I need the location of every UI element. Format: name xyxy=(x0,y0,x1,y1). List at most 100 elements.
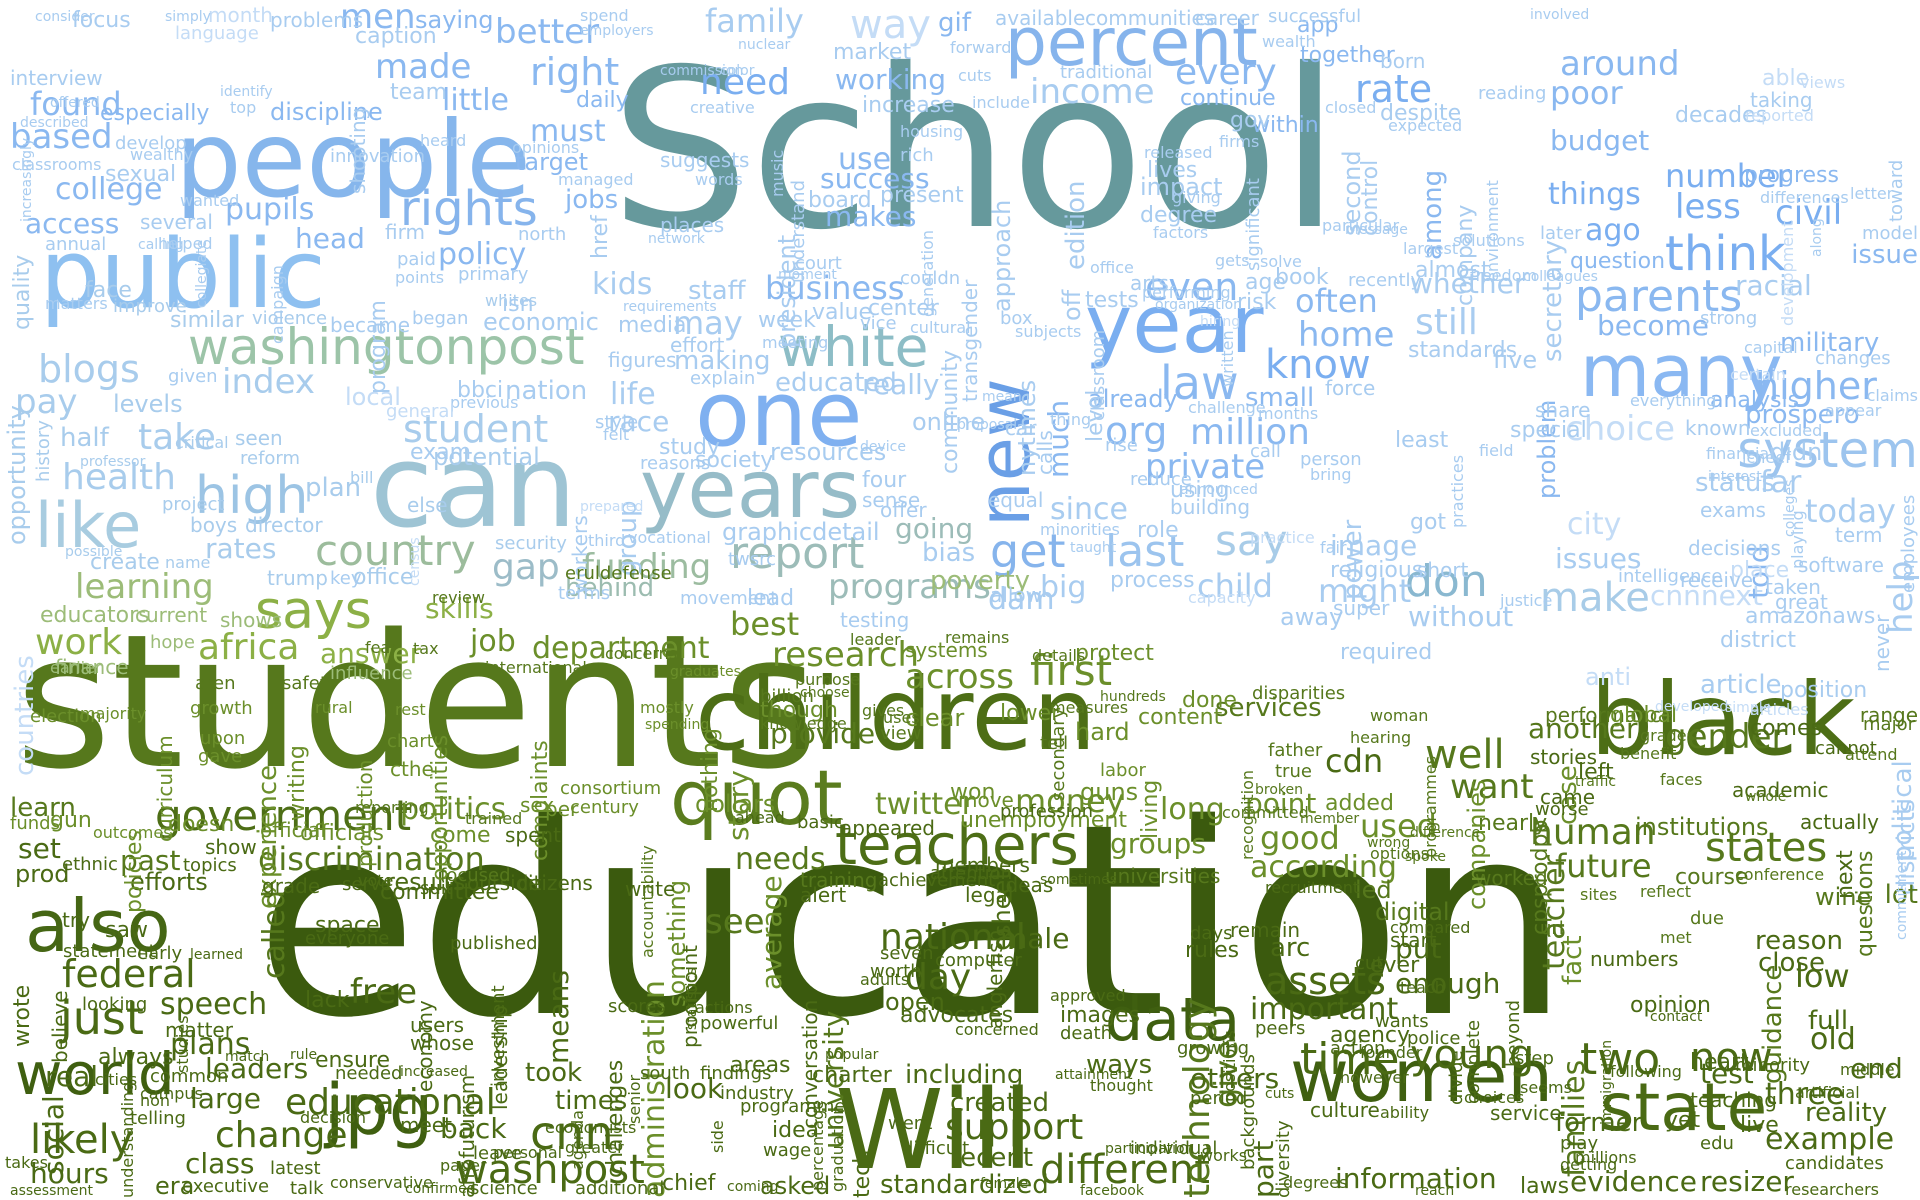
word-gap: gap xyxy=(492,547,560,588)
word-actually: actually xyxy=(1800,810,1879,834)
word-way: way xyxy=(850,2,931,48)
word-reported: reported xyxy=(1745,106,1814,125)
word-offered: offered xyxy=(50,95,100,111)
word-washingtonpost: washingtonpost xyxy=(188,318,585,376)
word-law: law xyxy=(1160,356,1239,410)
word-went: went xyxy=(888,1113,933,1134)
word-organization: organization xyxy=(1155,297,1243,313)
word-religious: religious xyxy=(1330,558,1424,583)
word-common: common xyxy=(150,1066,229,1087)
word-member: member xyxy=(1300,811,1360,827)
word-largest: largest xyxy=(1403,239,1459,258)
word-range: range xyxy=(1859,703,1918,727)
word-else: else xyxy=(407,493,448,517)
word-even: even xyxy=(1145,265,1239,309)
word-basic: basic xyxy=(797,812,844,833)
word-felt: felt xyxy=(603,425,630,444)
word-charter: charter xyxy=(812,1063,892,1088)
word-force: force xyxy=(1325,376,1376,400)
word-book: book xyxy=(1275,265,1329,290)
word-laws: laws xyxy=(1520,1174,1570,1199)
word-learned: learned xyxy=(190,947,243,963)
word-know: know xyxy=(1265,342,1371,388)
word-paid: paid xyxy=(397,249,436,270)
word-student: student xyxy=(403,407,549,451)
word-increasingly: increasingly xyxy=(19,138,35,223)
word-concerned: concerned xyxy=(955,1020,1039,1039)
word-choose: choose xyxy=(800,685,850,701)
word-changes: changes xyxy=(1815,348,1891,369)
word-last: last xyxy=(1105,526,1185,577)
word-past: past xyxy=(120,844,181,877)
word-must: must xyxy=(530,114,606,149)
word-message: message xyxy=(1345,222,1408,238)
word-economic: economic xyxy=(483,308,599,336)
word-saying: saying xyxy=(415,6,494,34)
word-numbers: numbers xyxy=(1590,947,1679,971)
word-positions: positions xyxy=(1220,1030,1239,1102)
word-teaching: teaching xyxy=(1690,1088,1778,1112)
word-short: short xyxy=(1417,558,1469,582)
word-increase: increase xyxy=(862,93,955,118)
word-trained: trained xyxy=(465,809,523,828)
word-profession: profession xyxy=(1000,801,1094,822)
word-conference: conference xyxy=(1735,865,1825,884)
word-state: state xyxy=(1600,1069,1768,1146)
word-security: security xyxy=(495,533,567,554)
word-public: public xyxy=(40,220,326,330)
word-private: private xyxy=(1145,447,1266,487)
word-father: father xyxy=(1268,740,1323,761)
word-just: just xyxy=(60,991,144,1045)
word-issues: issues xyxy=(1555,542,1642,575)
word-important: important xyxy=(1250,992,1399,1027)
word-icheef: icheef xyxy=(1742,448,1791,467)
word-seems: seems xyxy=(1520,1078,1572,1097)
word-able: able xyxy=(1762,66,1810,91)
word-difficult: difficult xyxy=(902,1138,970,1159)
word-company: company xyxy=(1453,205,1478,307)
word-colleagues: colleagues xyxy=(1523,269,1598,285)
word-five: five xyxy=(1493,346,1538,374)
word-federal: federal xyxy=(62,952,196,996)
word-fact: fact xyxy=(1558,935,1588,985)
word-opinion: opinion xyxy=(1630,993,1711,1018)
word-described: described xyxy=(20,115,89,131)
word-approved: approved xyxy=(1050,986,1126,1005)
word-released: released xyxy=(1144,143,1213,162)
word-field: field xyxy=(1479,441,1514,460)
word-advocates: advocates xyxy=(900,1003,1014,1028)
word-chief: chief xyxy=(662,1171,716,1196)
word-billion: billion xyxy=(760,686,814,707)
word-heard: heard xyxy=(420,131,467,150)
word-value: value xyxy=(812,300,873,325)
word-answer: answer xyxy=(320,637,422,670)
word-meet: meet xyxy=(400,1113,452,1137)
word-left: left xyxy=(1578,760,1614,785)
word-equal: equal xyxy=(988,488,1044,512)
word-subjects: subjects xyxy=(1015,322,1082,341)
word-worse: worse xyxy=(1535,799,1589,820)
word-led: led xyxy=(1355,876,1392,904)
word-college: college xyxy=(55,172,163,207)
word-large: large xyxy=(190,1082,261,1115)
word-hard: hard xyxy=(1075,718,1130,746)
word-project: project xyxy=(162,494,225,515)
word-developed: developed xyxy=(1655,699,1729,715)
word-wanted: wanted xyxy=(180,191,240,210)
word-going: going xyxy=(895,512,974,545)
word-first: first xyxy=(1030,646,1113,695)
word-means: means xyxy=(542,970,575,1064)
word-disparities: disparities xyxy=(1252,683,1346,704)
word-sense: sense xyxy=(862,488,921,512)
word-status: status xyxy=(1695,468,1775,498)
word-local: local xyxy=(345,383,401,411)
word-personal: personal xyxy=(493,1143,563,1162)
word-provide: provide xyxy=(770,717,876,750)
word-reflect: reflect xyxy=(1640,882,1692,901)
word-cthe: cthe xyxy=(390,757,434,781)
word-discipline: discipline xyxy=(270,98,383,126)
word-box: box xyxy=(1000,308,1033,329)
word-companies: companies xyxy=(1463,780,1491,911)
word-yet: yet xyxy=(1665,1108,1701,1133)
word-requirements: requirements xyxy=(623,299,717,315)
